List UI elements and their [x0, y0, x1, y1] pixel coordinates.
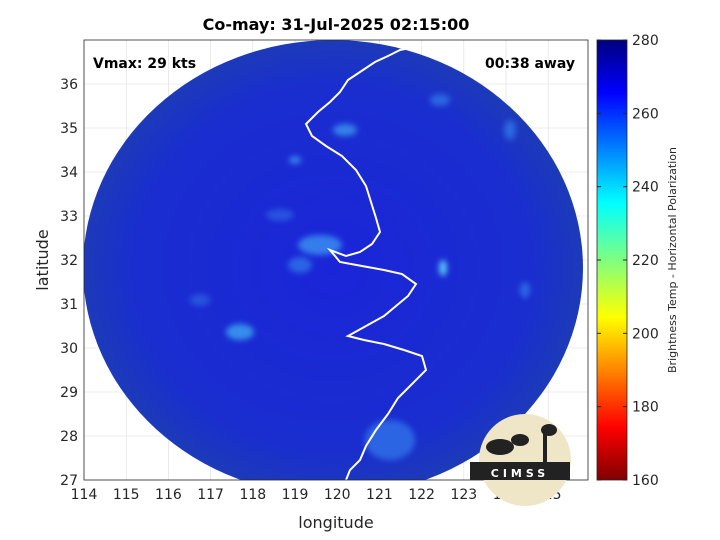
y-tick-label: 29 [60, 385, 78, 401]
convection-blob [520, 282, 530, 298]
convection-blob [430, 94, 450, 106]
x-tick-label: 123 [450, 487, 477, 503]
convection-features [190, 94, 530, 460]
y-tick-label: 32 [60, 253, 78, 269]
colorbar-tick-label: 200 [632, 326, 659, 342]
y-tick-label: 31 [60, 297, 78, 313]
x-tick-label: 114 [71, 487, 98, 503]
x-tick-label: 122 [408, 487, 435, 503]
y-tick-label: 36 [60, 77, 78, 93]
y-tick-label: 33 [60, 209, 78, 225]
y-tick-label: 34 [60, 165, 78, 181]
vmax-label: Vmax: 29 kts [93, 56, 196, 72]
x-tick-label: 116 [155, 487, 182, 503]
convection-blob [333, 124, 357, 136]
x-axis: 114115116117118119120121122123124125 [71, 487, 562, 503]
y-tick-label: 28 [60, 429, 78, 445]
coastline [304, 40, 431, 480]
swath [84, 40, 583, 480]
y-axis-label: latitude [33, 229, 52, 290]
x-axis-label: longitude [298, 513, 373, 532]
colorbar [596, 39, 628, 481]
colorbar-tick-label: 260 [632, 106, 659, 122]
convection-blob [504, 120, 516, 140]
x-tick-label: 118 [239, 487, 266, 503]
y-tick-label: 30 [60, 341, 78, 357]
time-away-label: 00:38 away [485, 56, 575, 72]
colorbar-label: Brightness Temp - Horizontal Polarizatio… [666, 147, 679, 373]
convection-blob [365, 420, 415, 460]
y-tick-label: 27 [60, 473, 78, 489]
y-tick-label: 35 [60, 121, 78, 137]
x-tick-label: 120 [324, 487, 351, 503]
logo-text: CIMSS [491, 467, 549, 480]
colorbar-tick-label: 280 [632, 33, 659, 49]
convection-blob [266, 209, 294, 221]
colorbar-tick-label: 160 [632, 473, 659, 489]
convection-blob [289, 156, 301, 164]
convection-blob [439, 260, 447, 276]
x-tick-label: 115 [113, 487, 140, 503]
y-axis: 27 28 29 30 31 32 33 34 35 36 [60, 77, 78, 489]
convection-blob [226, 324, 254, 340]
colorbar-tick-label: 240 [632, 180, 659, 196]
x-tick-label: 121 [366, 487, 393, 503]
convection-blob [190, 294, 210, 306]
colorbar-tick-label: 220 [632, 253, 659, 269]
cimss-logo: CIMSS [470, 414, 571, 506]
axes-box [83, 39, 589, 481]
chart-title: Co-may: 31-Jul-2025 02:15:00 [203, 15, 470, 34]
colorbar-ticks: 280 260 240 220 200 180 160 [597, 33, 659, 489]
convection-blob [288, 257, 312, 273]
colorbar-tick-label: 180 [632, 400, 659, 416]
x-tick-label: 119 [282, 487, 309, 503]
x-tick-label: 117 [197, 487, 224, 503]
